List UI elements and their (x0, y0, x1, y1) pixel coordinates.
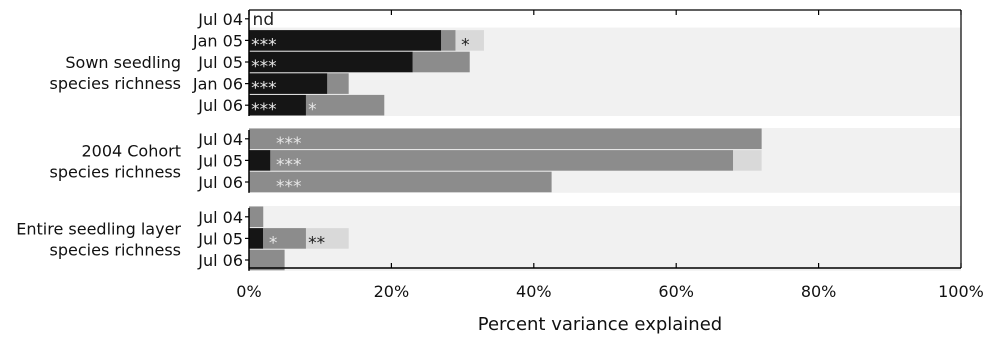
row-label: Jul 06 (197, 96, 243, 115)
bar-segment-light (455, 30, 484, 51)
significance-label: *** (276, 155, 302, 175)
x-axis-label: Percent variance explained (478, 314, 722, 335)
row-label: Jul 04 (197, 208, 243, 227)
group-label-line: Sown seedling (65, 53, 181, 72)
row-label: Jul 05 (197, 229, 243, 248)
x-tick-label: 60% (658, 282, 694, 301)
row-label: Jul 04 (197, 130, 243, 149)
x-tick-label: 80% (801, 282, 837, 301)
row-label: Jul 04 (197, 10, 243, 29)
group-band (249, 206, 961, 271)
significance-label: * (269, 233, 278, 253)
bar-segment-dark (249, 94, 306, 116)
significance-label: * (461, 35, 470, 55)
bar-segment-dark (249, 228, 264, 249)
significance-label: *** (276, 134, 302, 154)
significance-label: * (308, 100, 317, 120)
x-tick-label: 40% (516, 282, 552, 301)
axes (245, 9, 962, 271)
bar-segment-dark (249, 73, 328, 94)
bar-segment-medium (441, 30, 456, 51)
bar-segments (249, 30, 762, 271)
bar-segment-medium (249, 249, 285, 271)
row-labels: Jul 04 Jan 05 Jul 05 Jan 06 Jul 06 Jul 04 Jul … (192, 10, 243, 270)
significance-label: ** (308, 233, 325, 253)
group-label-line: species richness (50, 240, 181, 259)
significance-annotations: nd*** ********** *********** ** (251, 10, 470, 254)
bar-segment-dark (249, 30, 442, 51)
row-label: Jul 06 (197, 251, 243, 270)
significance-label: *** (251, 79, 276, 99)
significance-label: nd (253, 10, 275, 30)
x-tick-labels: 0% 20% 40% 60% 80% 100% (236, 282, 984, 301)
bar-segment-light (733, 150, 762, 171)
significance-label: *** (251, 35, 276, 55)
bar-segment-dark (249, 150, 271, 171)
x-tick-label: 20% (374, 282, 410, 301)
row-label: Jan 06 (192, 75, 243, 94)
significance-label: *** (251, 57, 276, 77)
group-label-line: Entire seedling layer (16, 219, 181, 238)
row-label: Jul 06 (197, 173, 243, 192)
bar-segment-dark (249, 51, 413, 73)
row-label: Jul 05 (197, 151, 243, 170)
bar-segment-light (305, 228, 349, 249)
bar-segment-medium (327, 73, 349, 94)
bar-segment-medium (305, 94, 385, 116)
group-labels: Sown seedling species richness 2004 Cohort… (16, 53, 181, 259)
row-label: Jan 05 (192, 31, 243, 50)
x-tick-label: 0% (236, 282, 261, 301)
significance-label: *** (251, 100, 276, 120)
bar-segment-medium (249, 128, 762, 150)
row-label: Jul 05 (197, 53, 243, 72)
bar-segment-medium (263, 228, 306, 249)
x-tick-label: 100% (938, 282, 984, 301)
bar-segment-medium (249, 171, 552, 193)
group-label-line: 2004 Cohort (81, 141, 181, 160)
bar-segment-medium (412, 51, 470, 73)
group-label-line: species richness (50, 162, 181, 181)
bar-segment-medium (270, 150, 734, 171)
group-label-line: species richness (50, 74, 181, 93)
bar-segment-medium (249, 206, 264, 228)
significance-label: *** (276, 177, 302, 197)
